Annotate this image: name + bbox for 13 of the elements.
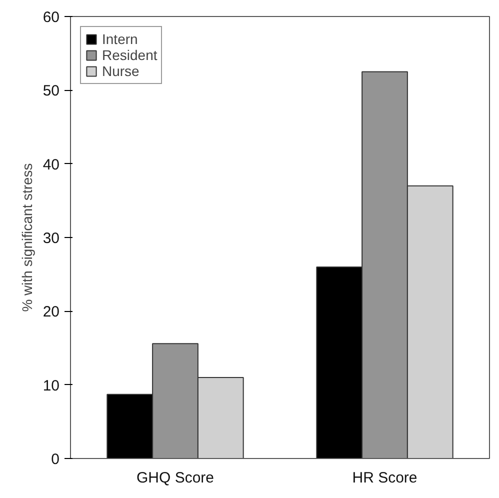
y-tick-label: 40 — [42, 156, 60, 174]
legend-label: Resident — [102, 47, 158, 63]
x-tick-label: HR Score — [352, 470, 418, 486]
y-tick-label: 50 — [42, 82, 60, 100]
y-axis-title: % with significant stress — [18, 163, 35, 312]
legend-label: Nurse — [102, 63, 140, 79]
legend-label: Intern — [102, 31, 138, 47]
y-tick-label: 30 — [42, 230, 60, 247]
y-tick-label: 20 — [42, 304, 60, 321]
x-tick-label: GHQ Score — [136, 470, 214, 486]
y-tick-label: 10 — [42, 377, 60, 394]
y-tick-label: 60 — [42, 9, 60, 26]
y-tick-label: 0 — [51, 451, 60, 468]
